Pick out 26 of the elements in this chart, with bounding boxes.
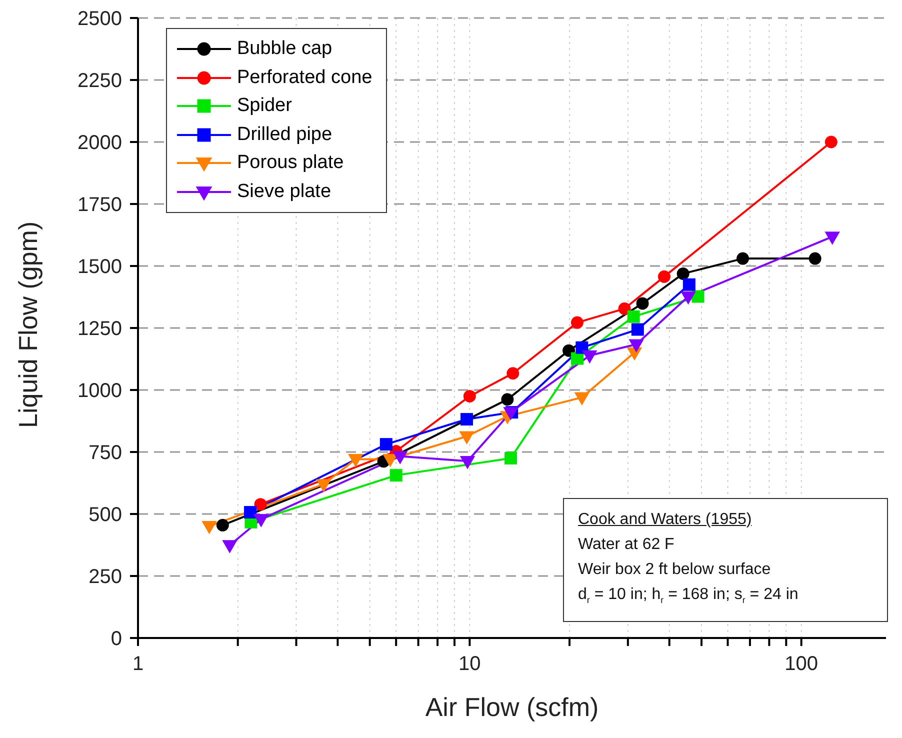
legend-label: Bubble cap xyxy=(237,38,332,60)
y-tick-label: 750 xyxy=(88,442,122,464)
x-tick-label: 1 xyxy=(132,653,144,675)
y-tick-label: 1000 xyxy=(78,380,122,402)
y-tick-label: 0 xyxy=(110,628,122,650)
legend-label: Drilled pipe xyxy=(237,124,332,146)
y-tick-label: 500 xyxy=(88,504,122,526)
legend-label: Perforated cone xyxy=(237,66,372,89)
y-axis-title: Liquid Flow (gpm) xyxy=(13,221,44,428)
annotation: Weir box 2 ft below surface xyxy=(578,561,771,578)
annotation: d$_{r}$ = 10 in; h$_{r}$ = 168 in; s$_{r}$ = 24 in xyxy=(578,586,798,606)
y-tick-label: 1250 xyxy=(78,318,122,340)
legend-label: Spider xyxy=(237,95,292,118)
x-axis-title: Air Flow (scfm) xyxy=(425,692,599,722)
y-tick-label: 2250 xyxy=(78,70,122,92)
legend-label: Porous plate xyxy=(237,152,344,174)
y-tick-label: 2500 xyxy=(78,8,122,30)
y-tick-label: 250 xyxy=(88,566,122,588)
x-tick-label: 100 xyxy=(784,653,818,675)
y-tick-label: 2000 xyxy=(78,132,122,154)
annotation: Water at 62 F xyxy=(578,536,674,553)
x-tick-label: 10 xyxy=(458,653,481,675)
y-tick-label: 1500 xyxy=(78,256,122,278)
y-tick-label: 1750 xyxy=(78,194,122,216)
legend-label: Sieve plate xyxy=(237,180,332,203)
annotation: Cook and Waters (1955) xyxy=(578,511,752,528)
